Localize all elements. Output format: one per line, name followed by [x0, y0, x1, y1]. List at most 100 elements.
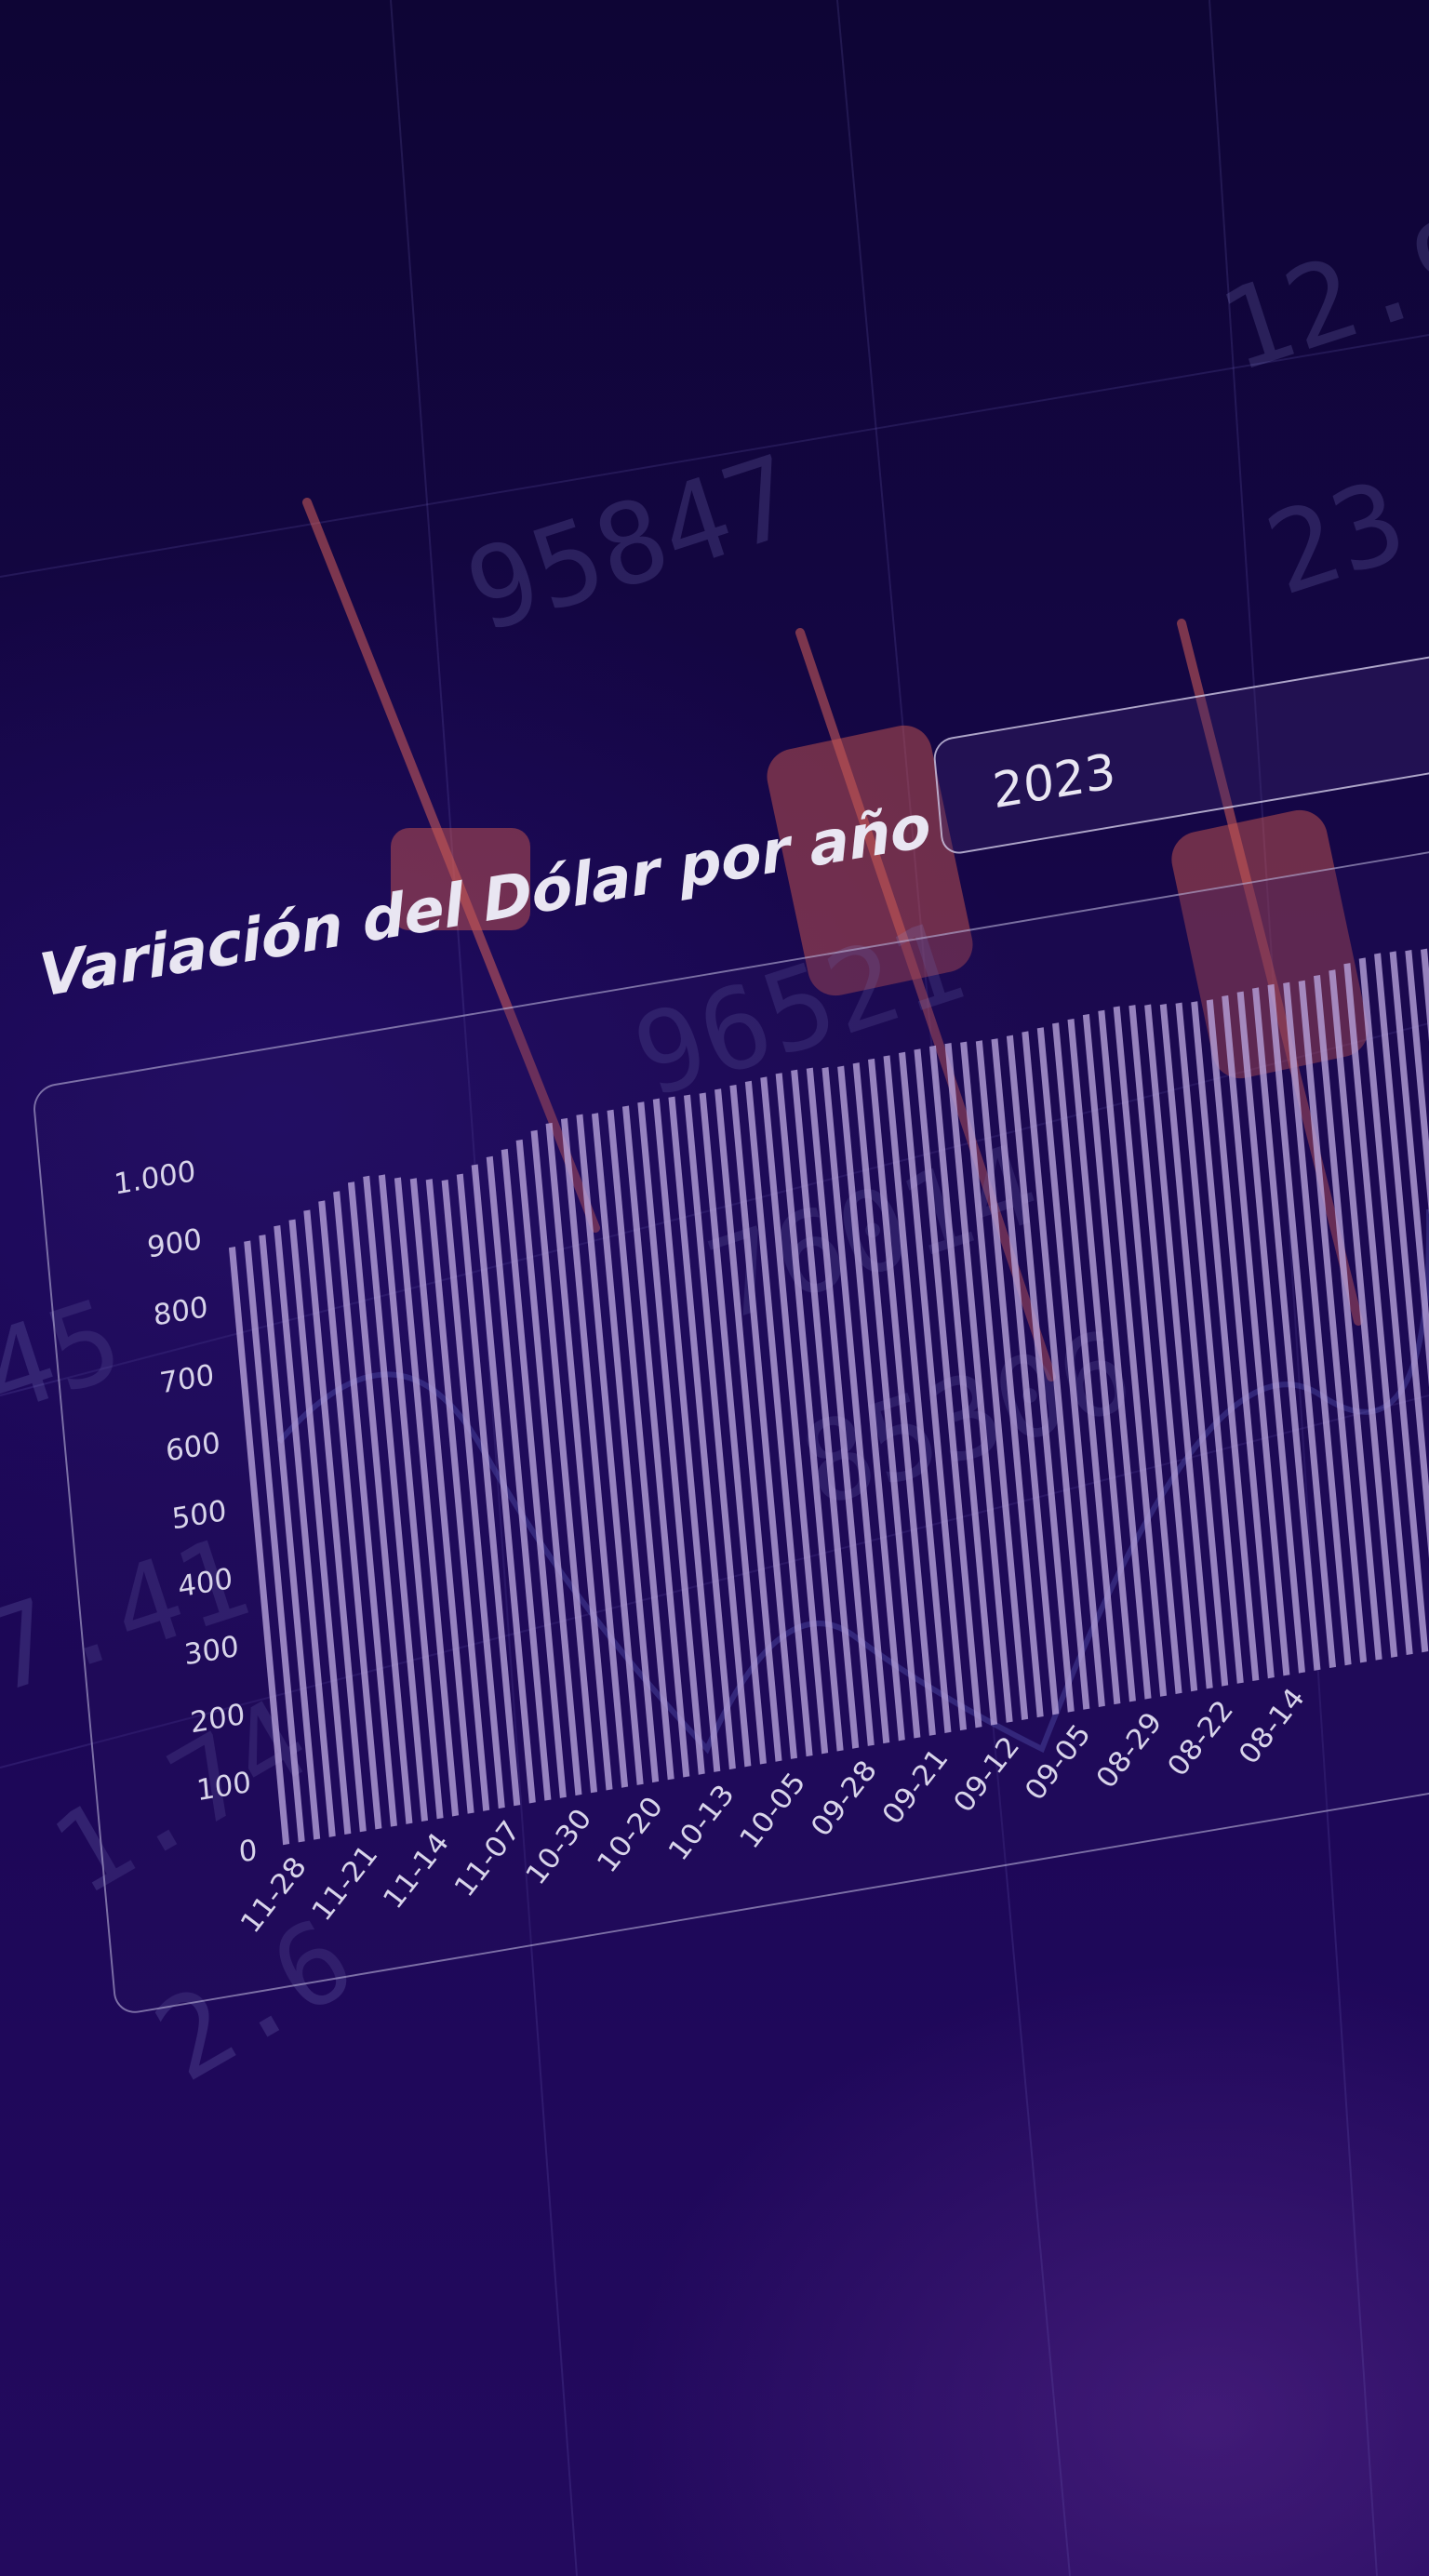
bar — [1175, 1002, 1244, 1684]
bar — [652, 1098, 721, 1772]
bar — [545, 1122, 613, 1791]
bar — [347, 1181, 413, 1824]
bar — [1206, 999, 1275, 1679]
year-select[interactable]: 2023 — [931, 644, 1429, 857]
x-tick-label: 10-13 — [662, 1779, 741, 1867]
x-tick-label: 10-30 — [519, 1803, 598, 1891]
x-tick-label: 11-21 — [306, 1839, 385, 1928]
y-tick-label: 200 — [189, 1698, 247, 1741]
bar — [1389, 951, 1429, 1648]
y-tick-label: 0 — [237, 1834, 259, 1870]
bar — [1358, 957, 1429, 1653]
bar — [1022, 1031, 1090, 1710]
chart-card: 0 100 200 300 400 500 600 700 800 900 1.000 11-28 11… — [31, 831, 1429, 2017]
bar — [699, 1092, 767, 1765]
bar — [1191, 1001, 1260, 1681]
bar — [409, 1178, 474, 1814]
y-tick-label: 300 — [182, 1630, 240, 1673]
bar — [259, 1235, 321, 1840]
bar — [852, 1062, 921, 1739]
bar — [244, 1240, 305, 1843]
bar — [318, 1200, 382, 1830]
bar — [1098, 1009, 1168, 1697]
x-tick-label: 08-22 — [1161, 1694, 1240, 1782]
bar — [288, 1219, 352, 1835]
bar — [944, 1042, 1013, 1723]
bar — [1067, 1018, 1136, 1702]
bar — [975, 1040, 1044, 1718]
bar — [456, 1173, 521, 1807]
bar — [1236, 991, 1305, 1674]
x-tick-label: 09-28 — [805, 1755, 884, 1843]
x-tick-label: 10-05 — [733, 1767, 812, 1855]
bar — [714, 1088, 782, 1762]
bar — [637, 1101, 705, 1775]
bar — [868, 1058, 936, 1736]
bar — [471, 1164, 536, 1804]
bar — [791, 1069, 860, 1749]
bar — [515, 1139, 582, 1796]
bar — [1006, 1034, 1075, 1713]
x-tick-label: 08-29 — [1090, 1706, 1169, 1795]
bar — [1329, 969, 1398, 1658]
x-tick-label: 09-12 — [947, 1730, 1026, 1819]
bar — [668, 1096, 736, 1770]
bar — [560, 1117, 629, 1788]
bar — [530, 1129, 598, 1794]
y-tick-label: 500 — [170, 1494, 228, 1537]
bar — [1113, 1006, 1182, 1694]
bar — [1313, 974, 1382, 1661]
x-tick-label: 11-14 — [377, 1827, 456, 1915]
bar — [1144, 1004, 1213, 1689]
bar — [1283, 981, 1352, 1666]
bar — [1129, 1005, 1198, 1692]
bar — [960, 1041, 1029, 1720]
bar — [775, 1073, 844, 1752]
bar — [837, 1065, 905, 1742]
y-tick-label: 800 — [152, 1290, 209, 1333]
bar — [928, 1045, 998, 1726]
x-tick-label: 11-07 — [448, 1815, 528, 1903]
bar — [425, 1179, 490, 1811]
bar — [607, 1109, 674, 1781]
bar — [576, 1114, 644, 1785]
bar — [1052, 1022, 1121, 1705]
bar — [991, 1038, 1060, 1715]
bar — [486, 1155, 552, 1801]
bar — [914, 1048, 982, 1728]
year-select-value: 2023 — [990, 742, 1118, 820]
bar — [729, 1085, 798, 1759]
x-tick-label: 09-21 — [876, 1742, 955, 1831]
bar — [1036, 1027, 1105, 1707]
bar — [592, 1113, 660, 1783]
bar — [1405, 950, 1429, 1645]
bar — [1082, 1013, 1152, 1700]
bar — [1267, 983, 1337, 1669]
bar — [683, 1094, 752, 1768]
bar — [333, 1191, 397, 1827]
bar — [1298, 980, 1368, 1663]
bar — [1159, 1003, 1229, 1687]
bar — [806, 1067, 875, 1746]
y-tick-label: 100 — [195, 1766, 253, 1809]
bar — [744, 1080, 813, 1757]
bar — [1343, 963, 1413, 1656]
bar — [363, 1175, 429, 1822]
x-tick-label: 10-20 — [591, 1791, 670, 1879]
x-tick-label: 09-05 — [1019, 1718, 1098, 1807]
bar — [821, 1067, 890, 1744]
dollar-bar-chart: 01002003004005006007008009001.00011-2811… — [113, 948, 1429, 1939]
bar — [1222, 994, 1290, 1676]
bar — [1374, 953, 1429, 1650]
bar — [760, 1076, 829, 1755]
bar — [394, 1177, 460, 1817]
y-tick-label: 700 — [158, 1358, 216, 1401]
bar — [274, 1225, 336, 1837]
y-tick-label: 1.000 — [113, 1155, 197, 1202]
y-tick-label: 900 — [146, 1222, 204, 1265]
bar — [883, 1055, 952, 1733]
bar — [303, 1209, 367, 1833]
bar — [1251, 987, 1321, 1671]
